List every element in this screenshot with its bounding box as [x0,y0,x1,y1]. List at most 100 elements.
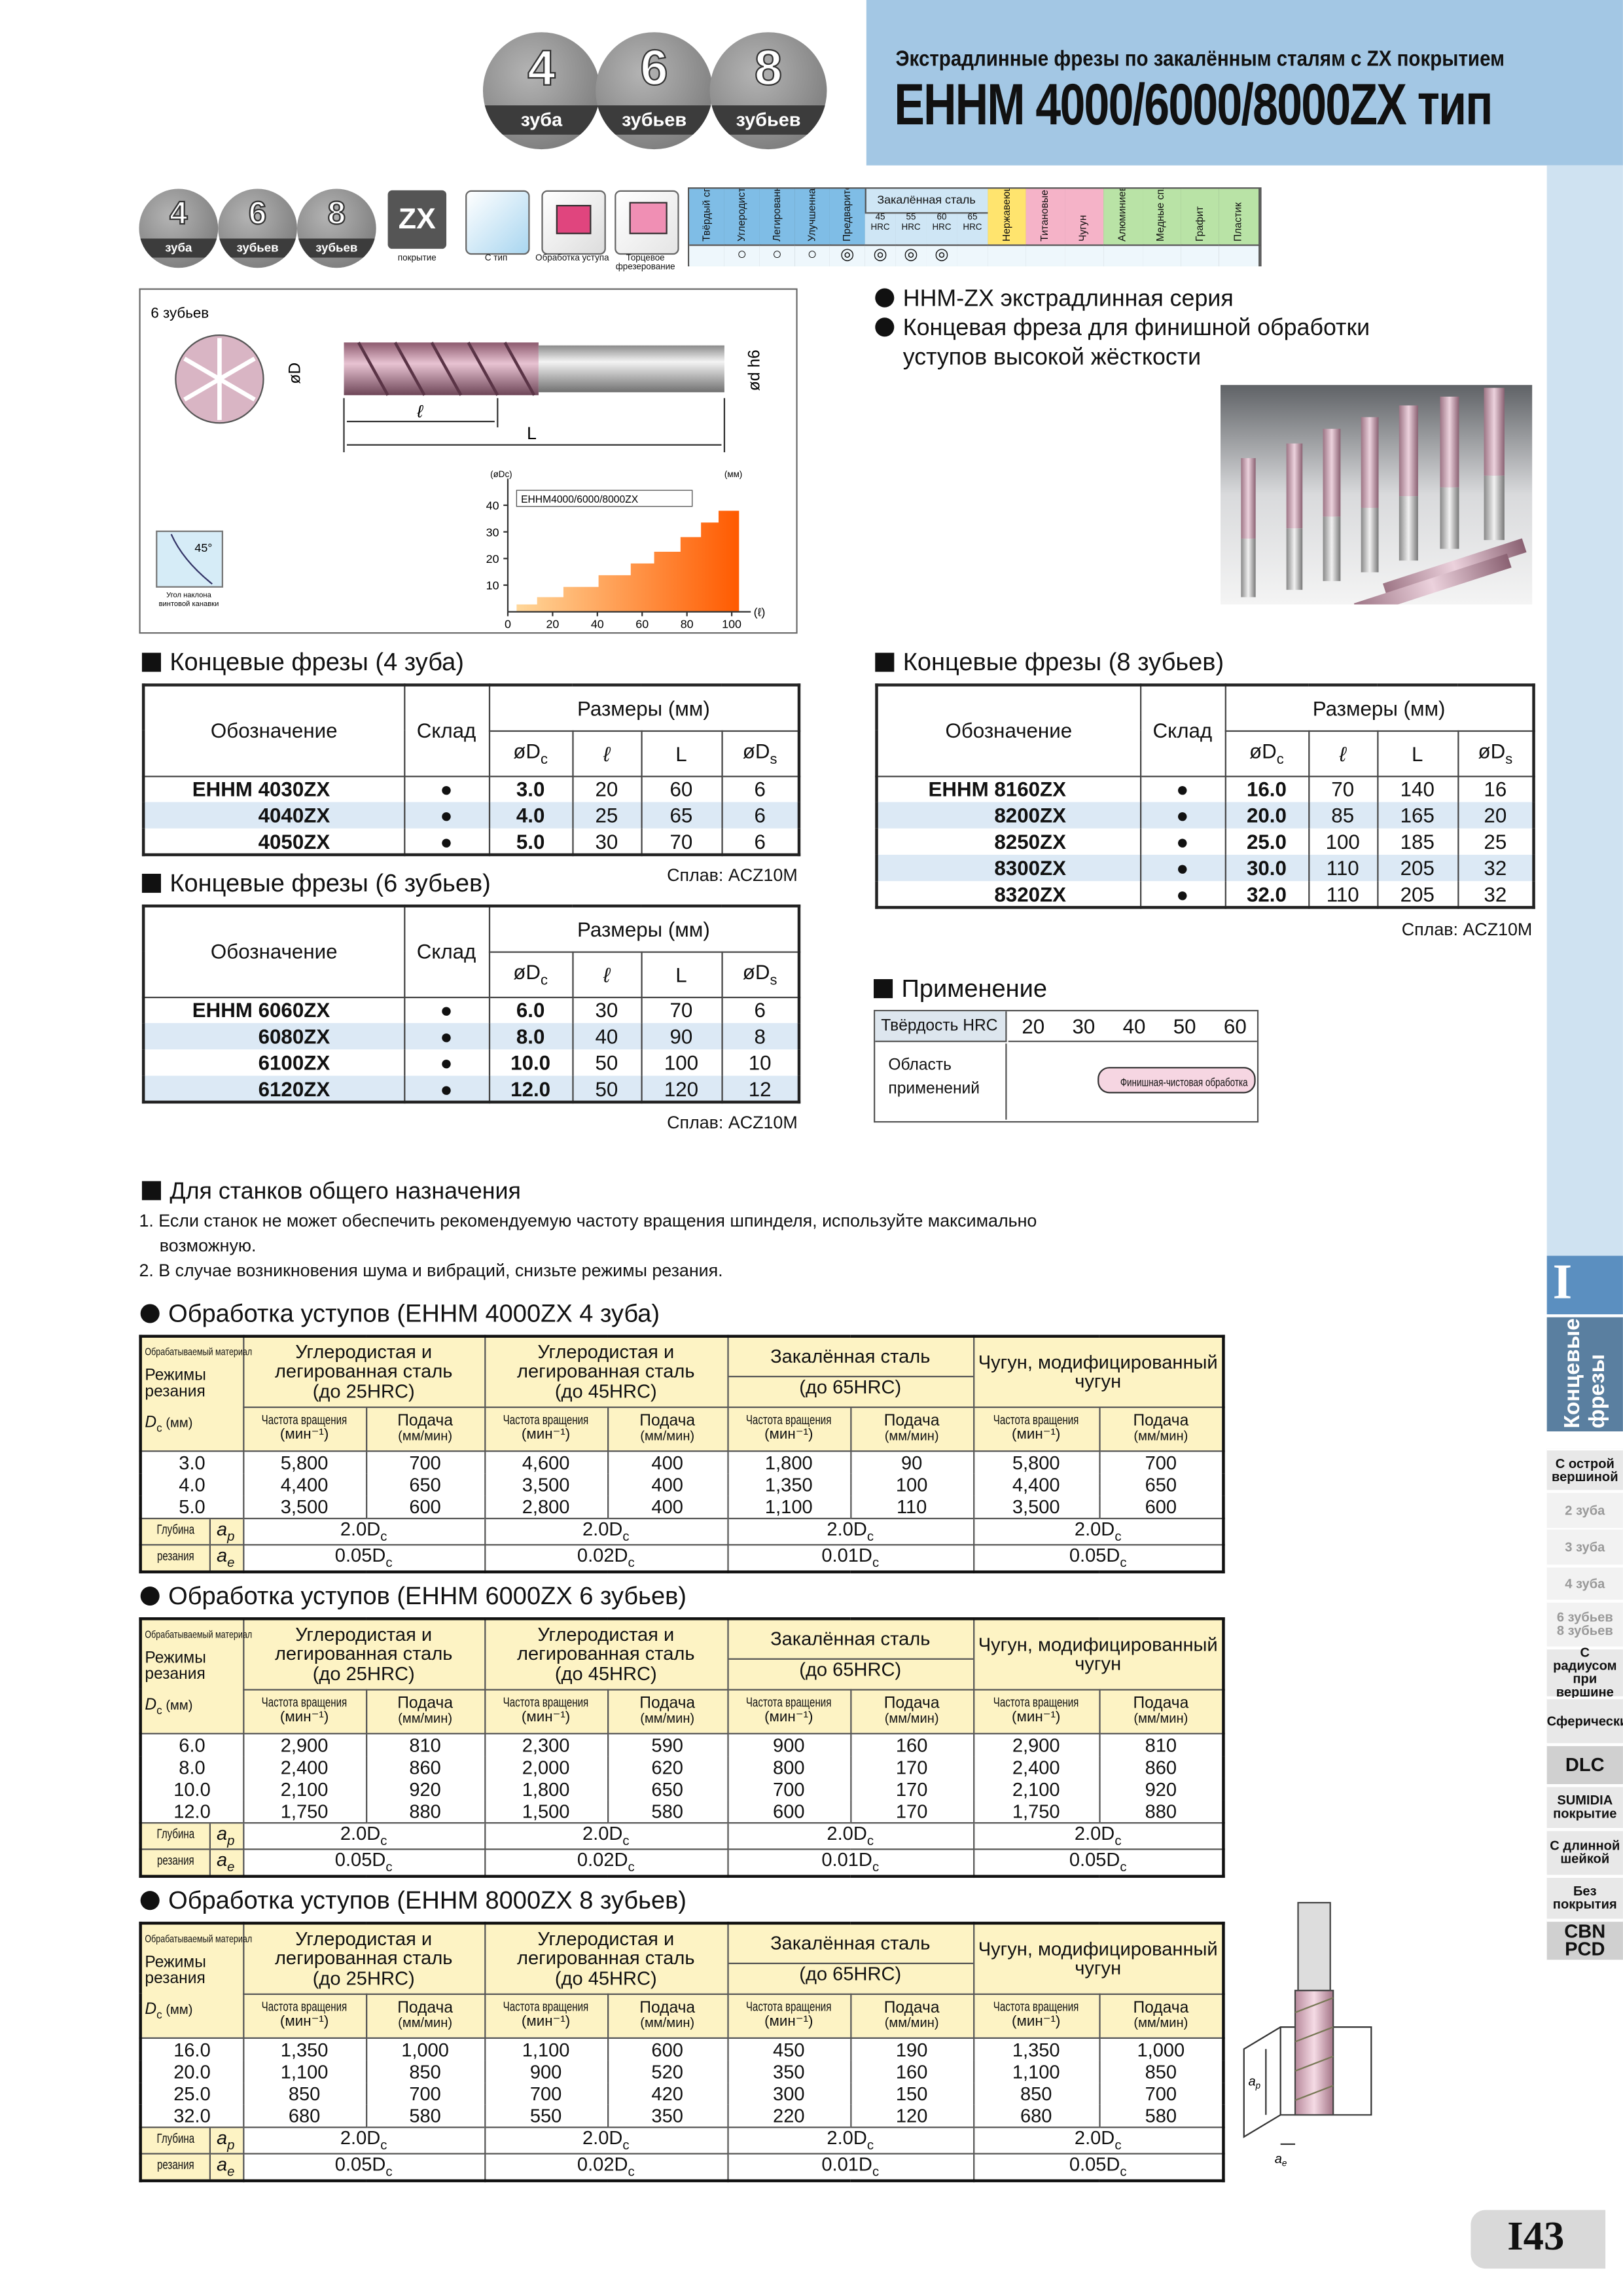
cutting-value: 600 [365,1495,486,1518]
side-item-line: 2 зуба [1565,1502,1605,1517]
group-name: легированная сталь [517,1642,695,1665]
machining-sketch: ap ae [1243,1901,1372,2166]
cutting-value: 5,800 [972,1450,1100,1473]
ae-value: 0.05Dc [242,1848,486,1877]
conditions-label: Режимы резания [145,1954,239,1987]
dim-head-text-main: øD [1249,738,1277,762]
dimension: 16.0 [1224,776,1310,802]
ap-value: 2.0Dc [972,1821,1224,1850]
badge-label: зубьев [709,105,827,135]
depth-row: Глубина ap 2.0Dc 2.0Dc 2.0Dc 2.0Dc [139,1821,1224,1850]
dim-head: øDs [721,729,800,777]
sub-head-row: Частота вращения (мин⁻¹) Подача (мм/мин) Час… [141,1688,1224,1734]
conditions-line: Режимы [145,1366,206,1384]
product-row: 6100ZX ● 10.0 50 100 10 [143,1049,800,1076]
cutting-row: 6.0 2,900 810 2,300 590 900 160 2,900 810 [139,1732,1224,1756]
area-label-line: применений [888,1080,980,1098]
dim-l: ℓ [416,401,423,421]
dim-head-text-sub: s [1505,751,1513,768]
header-row: Обозначение Склад Размеры (мм) [143,684,800,777]
badge-number: 8 [754,40,783,97]
material-mark [988,244,1028,266]
cutting-value: 600 [726,1799,851,1823]
grade: 55 [906,213,916,223]
ae: 0.02Dc [577,1848,635,1873]
dc: Dc [145,1696,162,1715]
dc: Dc [145,2000,162,2020]
cutting-value: 580 [1098,2104,1224,2127]
alloy-note: Сплав: ACZ10M [1401,918,1533,939]
side-item: С радиусом при вершине [1546,1646,1623,1698]
dimension: 6.0 [488,996,573,1024]
speed-label: Частота вращения [746,1998,832,2013]
ae: 0.02Dc [577,1543,635,1569]
dimension: 10 [721,1049,800,1076]
stock-head: Склад [403,684,490,777]
ap-value: 2.0Dc [242,1821,486,1850]
material-head: Графит [1181,188,1221,245]
series-label-box [516,490,693,507]
cutting-value: 4,400 [242,1473,367,1496]
end-view-teeth [183,338,256,420]
ap-symbol-sub: p [227,2137,235,2152]
helix-label: винтовой канавки [159,600,219,608]
product-row: 8250ZX ● 25.0 100 185 25 [876,828,1535,855]
dimension: 70 [640,996,722,1024]
cutting-value: 2,300 [484,1732,609,1756]
cutting-value: 880 [365,1799,486,1823]
dc-unit: (мм) [162,2001,193,2017]
badge-number: 8 [327,194,347,232]
group-head: Чугун, модифицированный чугун [972,1335,1224,1408]
y-tick-label: 40 [486,499,499,512]
dimension: 205 [1376,881,1459,908]
face-label: Торцевое [626,255,665,264]
header-band [866,0,1623,166]
feed-unit: (мм/мин) [398,1428,453,1443]
ae-symbol-main: a [216,1848,228,1871]
dim-head: ℓ [571,729,642,777]
dim-head-text: L [675,962,687,986]
feed-head: Подача (мм/мин) [849,1688,974,1734]
cutting-value: 420 [606,2081,728,2104]
stock: ● [1139,802,1226,829]
dim-head-text-main: L [675,962,687,986]
speed-head: Частота вращения (мин⁻¹) [726,1405,851,1452]
feed-unit: (мм/мин) [398,1711,453,1726]
speed-unit: (мин⁻¹) [521,1709,571,1726]
side-item-line: шейкой [1560,1851,1610,1867]
grade-head: 60 HRC [926,213,959,245]
shoulder-icon-label: Обработка уступа [524,255,621,263]
group-name: Углеродистая и [537,1340,675,1363]
ae-main: 0.05D [334,1848,386,1871]
group-name: Закалённая сталь [770,1932,931,1954]
x-tick-label: 20 [546,617,559,630]
dimension: 100 [640,1049,722,1076]
dc-value: 4.0 [139,1473,244,1496]
ae: 0.05Dc [334,1848,393,1873]
cutting-value: 850 [1098,2060,1224,2082]
hardness-value: 30 [1072,1014,1096,1038]
side-item-line: вершиной [1552,1469,1618,1484]
side-item-line: Без [1573,1883,1597,1899]
cutting-value: 1,100 [972,2060,1100,2082]
cutting-value: 650 [606,1777,728,1800]
cutting-value: 4,600 [484,1450,609,1473]
ap-value: 2.0Dc [242,1516,486,1545]
dc-sub: c [156,1420,162,1435]
speed-label: Частота вращения [993,1411,1079,1427]
series-label: EHHM4000/6000/8000ZX [521,494,639,505]
grade: 60 [936,213,947,223]
cutting-value: 700 [365,2081,486,2104]
dimension: 6 [721,802,800,829]
cutting-value: 4,400 [972,1473,1100,1496]
cutting-value: 300 [726,2081,851,2104]
hardness-value: 40 [1122,1014,1146,1038]
cutting-value: 800 [726,1755,851,1778]
cutting-value: 620 [606,1755,728,1778]
group-head: Углеродистая и легированная сталь (до 25HR… [242,1922,486,1994]
ap: 2.0Dc [340,1821,387,1846]
area-label: Область применений [875,1043,1007,1120]
group-name: легированная сталь [274,1642,453,1665]
cutting-value: 700 [484,2081,609,2104]
depth-cell: Глубина ap [139,1821,244,1850]
